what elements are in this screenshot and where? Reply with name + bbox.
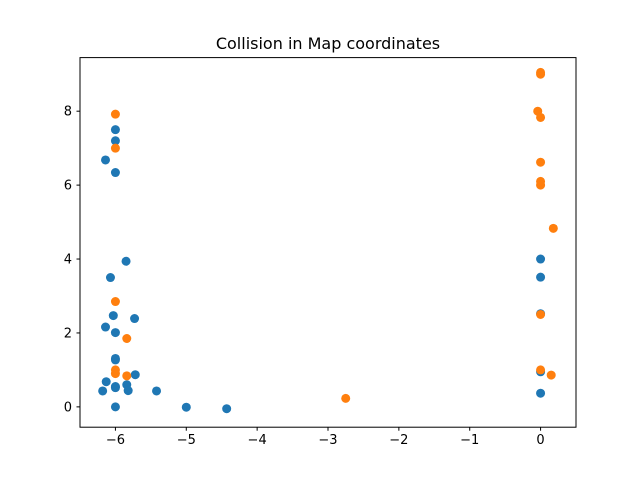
data-point <box>110 353 120 363</box>
data-point <box>536 309 546 319</box>
data-point <box>122 371 132 381</box>
data-point <box>546 370 556 380</box>
series-2 <box>110 67 558 403</box>
data-point <box>110 382 120 392</box>
data-point <box>130 370 140 380</box>
x-tick-label: −5 <box>177 433 196 448</box>
data-point <box>123 386 133 396</box>
data-point <box>536 157 546 167</box>
data-point <box>108 311 118 321</box>
data-point <box>110 297 120 307</box>
data-point <box>110 328 120 338</box>
data-point <box>110 168 120 178</box>
data-point <box>536 365 546 375</box>
x-tick-label: −6 <box>106 433 125 448</box>
x-tick-label: −2 <box>389 433 408 448</box>
y-tick-label: 2 <box>64 326 72 341</box>
data-point <box>105 273 115 283</box>
data-point <box>536 388 546 398</box>
x-tick-label: 0 <box>536 433 544 448</box>
data-point <box>98 386 108 396</box>
data-point <box>536 254 546 264</box>
data-point <box>110 402 120 412</box>
data-point <box>101 322 111 332</box>
data-point <box>101 377 111 387</box>
data-point <box>101 155 111 165</box>
data-point <box>130 314 140 324</box>
data-point <box>110 365 120 375</box>
y-tick-label: 6 <box>64 179 72 194</box>
data-point <box>110 143 120 153</box>
x-tick-label: −3 <box>318 433 337 448</box>
x-tick-label: −1 <box>460 433 479 448</box>
data-point <box>548 223 558 233</box>
data-point <box>536 67 546 77</box>
data-point <box>536 272 546 282</box>
data-point <box>152 386 162 396</box>
data-point <box>222 404 232 414</box>
x-axis: −6 −5 −4 −3 −2 −1 0 <box>106 427 545 448</box>
data-point <box>536 112 546 122</box>
series-1 <box>98 125 546 414</box>
data-point <box>110 125 120 135</box>
data-point <box>122 334 132 343</box>
chart-title: Collision in Map coordinates <box>216 34 440 53</box>
y-tick-label: 4 <box>64 253 72 268</box>
y-axis: 0 2 4 6 8 <box>64 105 80 415</box>
data-point <box>181 402 191 412</box>
data-point <box>110 109 120 119</box>
data-point <box>341 393 351 403</box>
points-layer <box>98 67 558 414</box>
y-tick-label: 0 <box>64 400 72 415</box>
data-point <box>121 256 131 266</box>
x-tick-label: −4 <box>248 433 267 448</box>
data-point <box>536 176 546 186</box>
data-point <box>110 136 120 146</box>
y-tick-label: 8 <box>64 105 72 120</box>
